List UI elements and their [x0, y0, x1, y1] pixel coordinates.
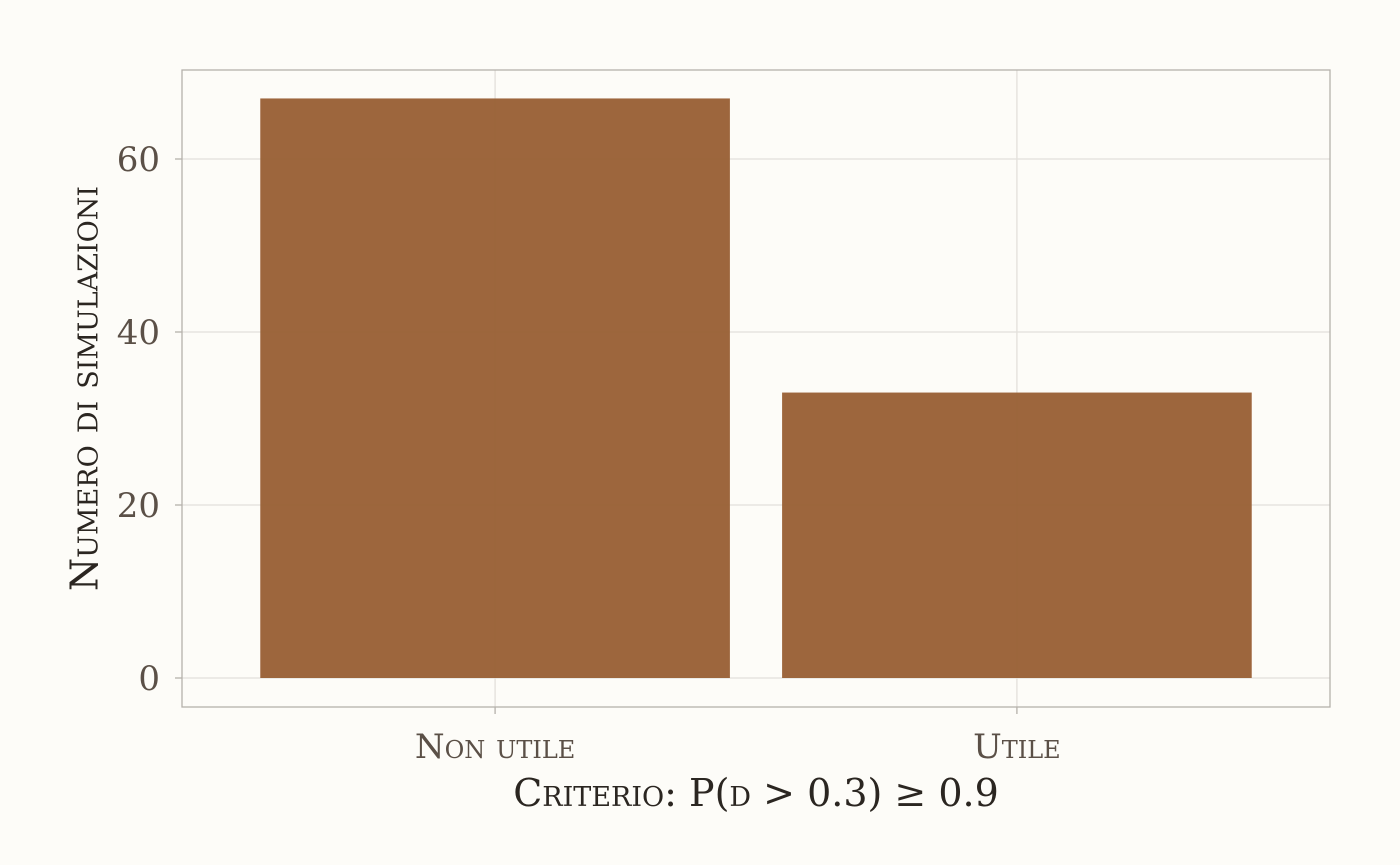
- bar-layer: [260, 98, 1252, 678]
- x-tick-label: Utile: [973, 727, 1061, 767]
- bar: [782, 392, 1252, 678]
- x-axis-title: Criterio: P(d > 0.3) ≥ 0.9: [513, 771, 999, 815]
- y-tick-label: 20: [117, 486, 160, 526]
- y-tick-label: 0: [138, 659, 160, 699]
- tick-layer: 0 20 40 60 Non utile Utile: [117, 140, 1061, 767]
- y-tick-label: 40: [117, 313, 160, 353]
- y-tick-label: 60: [117, 140, 160, 180]
- x-tick-label: Non utile: [415, 727, 575, 767]
- y-axis-title: Numero di simulazioni: [62, 186, 106, 591]
- bar: [260, 98, 730, 678]
- plot-border: [181, 69, 1331, 708]
